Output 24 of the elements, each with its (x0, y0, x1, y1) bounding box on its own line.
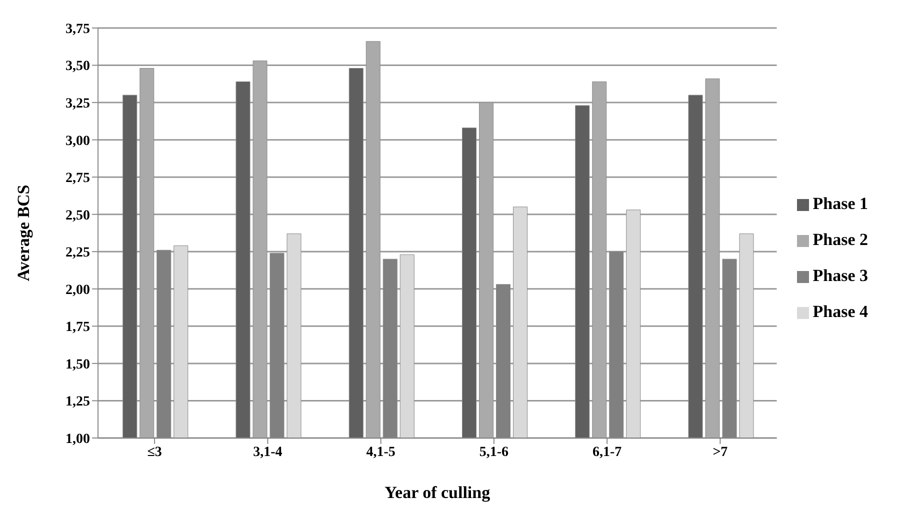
y-tick-label: 1,25 (66, 394, 90, 410)
x-axis-title: Year of culling (384, 483, 491, 502)
x-tick-label: 4,1-5 (366, 444, 396, 460)
legend-label: Phase 1 (812, 194, 868, 213)
y-tick-label: 3,25 (66, 96, 90, 112)
legend-label: Phase 4 (812, 302, 868, 321)
x-tick-label: >7 (712, 444, 728, 460)
y-tick-label: 2,75 (66, 171, 90, 186)
y-tick-label: 2,50 (66, 208, 90, 224)
y-tick-label: 1,75 (66, 320, 90, 336)
y-tick-label: 3,50 (66, 59, 90, 74)
x-tick-label: 6,1-7 (592, 444, 622, 460)
y-tick-label: 2,25 (66, 246, 90, 261)
y-tick-label: 2,00 (66, 282, 90, 298)
y-tick-label: 1,50 (66, 357, 90, 372)
legend-label: Phase 3 (812, 266, 868, 285)
y-tick-label: 1,00 (66, 432, 90, 447)
legend-label: Phase 2 (812, 230, 868, 249)
y-tick-label: 3,75 (66, 22, 90, 37)
x-tick-label: 3,1-4 (253, 444, 282, 460)
y-tick-label: 3,00 (66, 134, 90, 149)
y-axis-title: Average BCS (14, 184, 34, 282)
x-tick-label: 5,1-6 (479, 444, 509, 460)
x-tick-label: ≤3 (147, 444, 162, 460)
